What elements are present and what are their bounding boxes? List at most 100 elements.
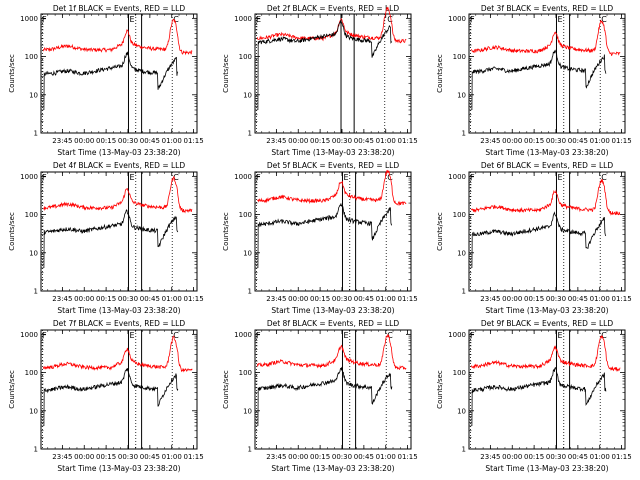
x-tick-label: 23:45 [266,137,286,145]
y-tick-label: 1 [248,288,252,296]
y-axis-label: Counts/sec [222,54,230,93]
x-tick-label: 01:15 [184,295,204,303]
plot-frame [254,171,412,292]
panel-title: Det 2f BLACK = Events, RED = LLD [267,4,400,13]
lld-series-line [256,333,407,371]
flag-label: C [601,15,607,24]
x-tick-label: 00:30 [118,453,138,461]
y-axis-label: Counts/sec [436,212,444,251]
x-tick-label: 01:15 [184,137,204,145]
x-axis-label: Start Time (13-May-03 23:38:20) [57,464,180,473]
x-axis-label: Start Time (13-May-03 23:38:20) [271,148,394,157]
y-tick-label: 100 [239,211,252,219]
x-tick-label: 00:00 [288,137,308,145]
x-axis-label: Start Time (13-May-03 23:38:20) [485,148,608,157]
x-tick-label: 00:00 [74,137,94,145]
panel-title: Det 8f BLACK = Events, RED = LLD [267,319,400,328]
events-series-line [257,203,393,269]
events-series-line [471,211,607,269]
lld-series-line [42,175,193,214]
x-tick-label: 00:00 [502,295,522,303]
events-series-line [257,18,393,111]
y-axis-label: Counts/sec [436,54,444,93]
panel-title: Det 7f BLACK = Events, RED = LLD [53,319,186,328]
x-tick-label: 00:45 [354,295,374,303]
detector-panel-9: Det 9f BLACK = Events, RED = LLD 1 10 100 10… [436,319,632,473]
flag-label: E [129,331,134,340]
detector-panel-8: Det 8f BLACK = Events, RED = LLD 1 10 100 10… [222,319,418,473]
y-tick-label: 1000 [448,15,466,23]
flag-label: E [129,15,134,24]
plot-frame [468,329,626,450]
flag-label: E [343,331,348,340]
y-tick-label: 1000 [234,15,252,23]
x-axis-label: Start Time (13-May-03 23:38:20) [485,464,608,473]
plot-frame [40,329,198,450]
lld-series-line [470,19,621,57]
plot-frame [40,13,198,134]
x-tick-label: 00:15 [310,137,330,145]
events-series-line [43,51,179,111]
x-tick-label: 00:00 [502,453,522,461]
y-axis-label: Counts/sec [222,370,230,409]
events-series-line [471,49,607,111]
plot-frame [40,171,198,292]
flag-label: E [557,173,562,182]
x-tick-label: 00:15 [96,137,116,145]
lld-series-line [256,169,407,207]
x-tick-label: 00:00 [288,453,308,461]
y-tick-label: 10 [457,91,466,99]
detector-panel-1: Det 1f BLACK = Events, RED = LLD 1 10 100 10… [8,4,204,157]
y-tick-label: 100 [239,369,252,377]
flag-label: F [470,15,475,24]
plot-frame [254,13,412,134]
plot-frame [468,13,626,134]
y-tick-label: 1000 [20,15,38,23]
y-tick-label: 100 [25,369,38,377]
y-tick-label: 10 [457,407,466,415]
flag-label: C [173,15,179,24]
y-tick-label: 100 [239,53,252,61]
x-tick-label: 00:45 [354,453,374,461]
flag-label: F [256,331,261,340]
flag-label: F [470,331,475,340]
flag-label: C [601,173,607,182]
panel-title: Det 3f BLACK = Events, RED = LLD [481,4,614,13]
y-axis-label: Counts/sec [222,212,230,251]
y-tick-label: 1000 [234,173,252,181]
y-tick-label: 1000 [448,173,466,181]
x-axis-label: Start Time (13-May-03 23:38:20) [485,306,608,315]
y-tick-label: 1 [34,446,38,454]
x-tick-label: 01:00 [590,453,610,461]
x-tick-label: 01:00 [376,137,396,145]
flag-label: F [42,331,47,340]
x-axis-label: Start Time (13-May-03 23:38:20) [271,464,394,473]
x-tick-label: 00:15 [96,295,116,303]
x-tick-label: 01:00 [162,295,182,303]
flag-label: C [387,15,393,24]
plot-frame [254,329,412,450]
detector-panel-5: Det 5f BLACK = Events, RED = LLD 1 10 100 10… [222,161,418,315]
x-axis-label: Start Time (13-May-03 23:38:20) [271,306,394,315]
panel-title: Det 9f BLACK = Events, RED = LLD [481,319,614,328]
x-tick-label: 01:15 [184,453,204,461]
flag-label: C [387,331,393,340]
x-tick-label: 00:30 [546,295,566,303]
y-tick-label: 1 [34,130,38,138]
x-tick-label: 00:15 [524,453,544,461]
y-tick-label: 1 [248,446,252,454]
detector-panel-7: Det 7f BLACK = Events, RED = LLD 1 10 100 10… [8,319,204,473]
x-tick-label: 00:00 [502,137,522,145]
x-tick-label: 00:45 [568,453,588,461]
y-tick-label: 1 [462,288,466,296]
x-tick-label: 23:45 [480,295,500,303]
y-tick-label: 10 [243,407,252,415]
x-tick-label: 01:15 [612,453,632,461]
x-tick-label: 00:00 [74,295,94,303]
y-tick-label: 1000 [20,173,38,181]
x-tick-label: 01:15 [612,295,632,303]
y-tick-label: 1 [462,130,466,138]
detector-panel-2: Det 2f BLACK = Events, RED = LLD 1 10 100 10… [222,4,418,157]
x-tick-label: 00:30 [546,137,566,145]
x-tick-label: 00:30 [546,453,566,461]
